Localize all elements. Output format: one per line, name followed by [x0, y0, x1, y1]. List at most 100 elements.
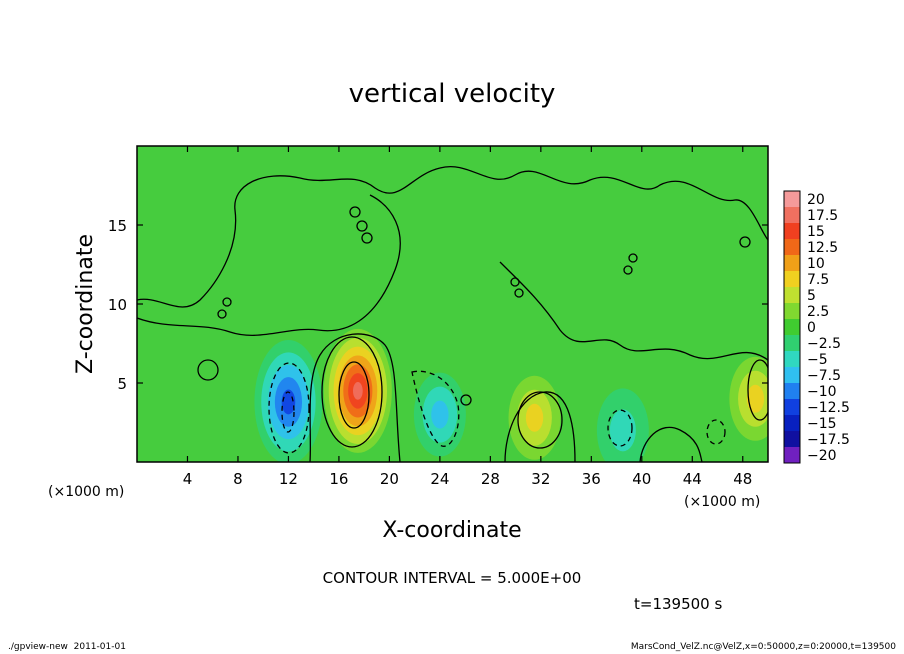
colorbar-label: −17.5 [807, 432, 850, 448]
feature-shade [746, 384, 765, 413]
x-tick-label: 40 [632, 470, 651, 488]
zero-contour-mid [137, 194, 401, 336]
colorbar-label: 7.5 [807, 272, 829, 288]
downdraft-contour-38 [607, 409, 633, 447]
zero-contour-right [499, 261, 768, 361]
contour-blob [356, 220, 368, 232]
x-tick-label: 4 [183, 470, 193, 488]
zero-contour-lower-3 [639, 426, 703, 462]
contour-blob [460, 394, 472, 406]
contour-blob [514, 288, 524, 298]
chart-title: vertical velocity [349, 79, 556, 109]
x-tick-label: 36 [582, 470, 601, 488]
y-tick-label: 5 [117, 375, 127, 393]
colorbar-swatch [784, 207, 800, 223]
x-tick-label: 44 [683, 470, 702, 488]
updraft-contour-outer [321, 336, 383, 448]
colorbar-swatch [784, 367, 800, 383]
contour-blob [361, 232, 373, 244]
colorbar-label: 20 [807, 192, 825, 208]
x-axis-label: X-coordinate [382, 518, 521, 543]
colorbar-label: −2.5 [807, 336, 841, 352]
colorbar-label: 15 [807, 224, 825, 240]
contour-blob [349, 206, 361, 218]
contour-blob [222, 297, 232, 307]
colorbar-swatch [784, 399, 800, 415]
colorbar-swatch [784, 271, 800, 287]
colorbar-label: −15 [807, 416, 837, 432]
footer-right: MarsCond_VelZ.nc@VelZ,x=0:50000,z=0:2000… [630, 642, 896, 652]
colorbar-swatch [784, 351, 800, 367]
contour-blob [623, 265, 633, 275]
x-tick-label: 24 [430, 470, 449, 488]
updraft-contour-48 [747, 359, 768, 421]
colorbar: 2017.51512.5107.552.50−2.5−5−7.5−10−12.5… [783, 190, 850, 464]
colorbar-label: 5 [807, 288, 816, 304]
feature-shade [525, 403, 544, 432]
colorbar-label: 17.5 [807, 208, 838, 224]
feature-downdraft [596, 388, 649, 462]
zero-contour-lower-2 [504, 391, 576, 462]
feature-shade [431, 400, 449, 429]
feature-downdraft [413, 372, 466, 457]
y-tick-label: 10 [108, 296, 127, 314]
x-units-right: (×1000 m) [684, 494, 760, 510]
colorbar-label: −20 [807, 448, 837, 464]
y-axis-label: Z-coordinate [73, 234, 98, 374]
x-tick-label: 28 [481, 470, 500, 488]
feature-downdraft [254, 339, 323, 462]
updraft-contour-inner [338, 361, 370, 429]
colorbar-swatch [784, 335, 800, 351]
colorbar-label: 2.5 [807, 304, 829, 320]
contour-blob [628, 253, 638, 263]
x-tick-label: 32 [531, 470, 550, 488]
x-tick-label: 12 [279, 470, 298, 488]
colorbar-label: 0 [807, 320, 816, 336]
downdraft-contour-24 [411, 370, 460, 447]
colorbar-swatch [784, 191, 800, 207]
x-tick-label: 20 [380, 470, 399, 488]
colorbar-swatch [784, 255, 800, 271]
x-tick-label: 8 [233, 470, 243, 488]
contour-interval-text: CONTOUR INTERVAL = 5.000E+00 [323, 569, 582, 587]
contour-blob [739, 236, 751, 248]
contour-lines [137, 166, 768, 462]
zero-contour-upper [137, 166, 768, 308]
y-axis-ticks: 5 10 15 [108, 217, 768, 393]
colorbar-swatch [784, 383, 800, 399]
footer-left: ./gpview-new 2011-01-01 [8, 642, 126, 652]
colorbar-label: −10 [807, 384, 837, 400]
x-tick-label: 48 [733, 470, 752, 488]
colorbar-swatch [784, 431, 800, 447]
x-tick-label: 16 [329, 470, 348, 488]
downdraft-contour-12 [268, 362, 310, 454]
colorbar-swatch [784, 303, 800, 319]
contour-blob [197, 359, 219, 381]
zero-contour-lower [309, 333, 401, 462]
colorbar-swatch [784, 447, 800, 463]
time-text: t=139500 s [634, 595, 722, 613]
feature-updraft [323, 328, 392, 453]
colorbar-label: −7.5 [807, 368, 841, 384]
downdraft-contour-45 [706, 419, 726, 445]
colorbar-label: 10 [807, 256, 825, 272]
colorbar-swatch [784, 319, 800, 335]
contour-blob [217, 309, 227, 319]
feature-updraft [508, 375, 561, 460]
x-axis-ticks: 4 8 12 16 20 24 28 32 36 40 44 48 [183, 146, 752, 488]
colorbar-label: 12.5 [807, 240, 838, 256]
colorbar-swatch [784, 239, 800, 255]
colorbar-label: −5 [807, 352, 828, 368]
feature-shade [281, 389, 296, 415]
feature-updraft [729, 356, 768, 441]
colorbar-swatch [784, 223, 800, 239]
colorbar-swatch [784, 415, 800, 431]
y-tick-label: 15 [108, 217, 127, 235]
feature-shade [352, 382, 363, 400]
updraft-contour-32 [517, 391, 563, 449]
x-units-left: (×1000 m) [48, 484, 124, 500]
feature-shade [609, 409, 636, 452]
colorbar-label: −12.5 [807, 400, 850, 416]
